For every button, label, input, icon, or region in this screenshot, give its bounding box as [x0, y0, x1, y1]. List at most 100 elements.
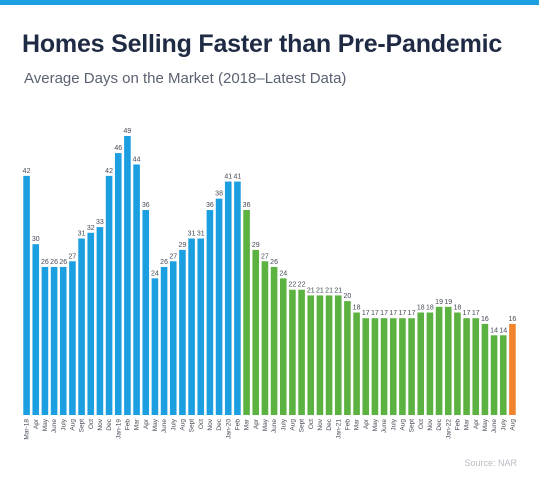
source-note: Source: NAR — [464, 458, 517, 468]
value-label-13: 36 — [142, 202, 150, 209]
x-tick-label-25: Apr — [253, 418, 260, 429]
value-label-46: 19 — [444, 299, 452, 306]
x-tick-label-45: Dec — [436, 418, 443, 430]
value-label-15: 26 — [160, 259, 168, 266]
bar-53 — [509, 323, 516, 415]
bar-48 — [463, 318, 470, 415]
value-label-17: 29 — [179, 242, 187, 249]
bar-3 — [50, 266, 58, 415]
x-tick-label-8: Nov — [97, 418, 104, 430]
bar-34 — [334, 295, 342, 415]
bar-47 — [454, 312, 461, 415]
bars-group — [23, 136, 516, 415]
value-label-52: 14 — [499, 327, 507, 334]
value-label-51: 14 — [490, 327, 498, 334]
bar-41 — [399, 318, 406, 415]
x-tick-label-23: Feb — [234, 419, 241, 431]
bar-32 — [316, 295, 324, 415]
bar-8 — [96, 227, 104, 415]
value-label-21: 38 — [215, 191, 223, 198]
x-tick-label-34: Jan-21 — [335, 419, 342, 439]
x-tick-label-6: Sept — [79, 419, 86, 433]
x-tick-label-43: Oct — [418, 419, 425, 429]
bar-50 — [481, 323, 489, 415]
x-tick-label-20: Nov — [207, 418, 214, 430]
bar-38 — [371, 318, 379, 415]
x-tick-label-48: Mar — [464, 418, 471, 430]
value-label-23: 41 — [234, 174, 242, 181]
value-label-44: 18 — [426, 305, 434, 312]
bar-16 — [169, 261, 177, 415]
value-label-11: 49 — [124, 128, 132, 135]
x-tick-label-29: Aug — [289, 419, 296, 431]
x-tick-label-40: July — [390, 418, 397, 430]
bar-2 — [41, 266, 49, 415]
bar-22 — [224, 181, 232, 415]
x-tick-label-52: July — [500, 418, 507, 430]
bar-46 — [444, 306, 452, 415]
value-label-50: 16 — [481, 316, 489, 323]
x-tick-label-11: Feb — [124, 419, 131, 431]
value-label-41: 17 — [399, 310, 407, 317]
value-label-10: 46 — [114, 145, 122, 152]
x-tick-label-21: Dec — [216, 418, 223, 430]
value-label-26: 27 — [261, 253, 269, 260]
value-label-34: 21 — [334, 287, 342, 294]
bar-28 — [279, 278, 287, 415]
value-label-24: 36 — [243, 202, 251, 209]
bar-1 — [32, 244, 40, 415]
bar-35 — [344, 301, 351, 415]
bar-21 — [215, 198, 223, 415]
value-label-1: 30 — [32, 236, 40, 243]
bar-5 — [69, 261, 76, 415]
value-label-47: 18 — [454, 305, 462, 312]
bar-10 — [114, 153, 122, 415]
x-tick-label-12: Mar — [134, 418, 141, 430]
x-tick-label-9: Dec — [106, 418, 113, 430]
chart-subtitle: Average Days on the Market (2018–Latest … — [24, 70, 347, 87]
x-tick-label-4: July — [60, 418, 67, 430]
bar-17 — [179, 249, 186, 415]
x-tick-label-1: Apr — [33, 418, 40, 429]
bar-26 — [261, 261, 269, 415]
bar-0 — [23, 175, 30, 415]
bar-14 — [151, 278, 159, 415]
x-tick-label-46: Jan-22 — [445, 419, 452, 439]
x-tick-labels-group: Mar-18 Apr May June July Aug Sept Oct Nov Dec Jan-… — [24, 418, 517, 439]
x-tick-label-0: Mar-18 — [24, 419, 31, 440]
x-tick-label-2: May — [42, 418, 49, 431]
bar-19 — [197, 238, 205, 415]
value-label-48: 17 — [463, 310, 471, 317]
value-label-3: 26 — [50, 259, 58, 266]
x-tick-label-50: May — [482, 418, 489, 431]
x-tick-label-31: Oct — [308, 419, 315, 429]
bar-13 — [142, 210, 150, 415]
value-label-45: 19 — [435, 299, 443, 306]
x-tick-label-30: Sept — [299, 419, 306, 433]
value-label-20: 36 — [206, 202, 214, 209]
x-tick-label-44: Nov — [427, 418, 434, 430]
value-label-29: 22 — [289, 282, 297, 289]
x-tick-label-28: July — [280, 418, 287, 430]
value-label-9: 42 — [105, 168, 113, 175]
value-label-0: 42 — [23, 168, 31, 175]
x-tick-label-16: July — [170, 418, 177, 430]
value-label-49: 17 — [472, 310, 480, 317]
bar-45 — [435, 306, 443, 415]
value-label-30: 22 — [298, 282, 306, 289]
x-tick-label-24: Mar — [244, 418, 251, 430]
bar-30 — [298, 289, 305, 415]
value-label-2: 26 — [41, 259, 49, 266]
value-label-33: 21 — [325, 287, 333, 294]
bar-43 — [417, 312, 425, 415]
x-tick-label-15: June — [161, 419, 168, 433]
chart-title: Homes Selling Faster than Pre-Pandemic — [22, 30, 503, 58]
bar-20 — [206, 210, 214, 415]
value-label-8: 33 — [96, 219, 104, 226]
bar-29 — [289, 289, 296, 415]
bar-37 — [362, 318, 370, 415]
bar-15 — [160, 266, 168, 415]
